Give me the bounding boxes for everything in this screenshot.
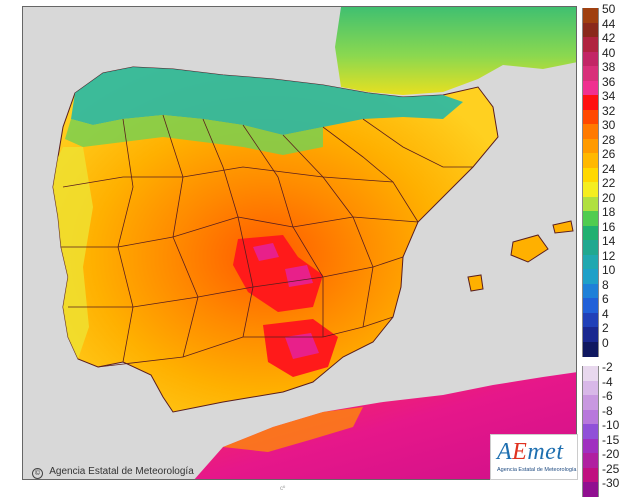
ibiza — [467, 274, 484, 292]
legend-swatch — [582, 240, 599, 255]
france-region — [335, 7, 576, 95]
north-africa-region — [194, 372, 576, 479]
legend-swatch — [582, 22, 599, 38]
agency-credit: © Agencia Estatal de Meteorología — [32, 466, 194, 479]
footer-mark: cº — [280, 486, 286, 492]
legend-label: 44 — [602, 16, 616, 31]
west-coast-band — [53, 147, 93, 359]
legend-label: 36 — [602, 74, 616, 89]
hot-core-central — [233, 235, 323, 312]
legend-swatch — [582, 153, 599, 168]
legend-swatch — [582, 51, 599, 67]
legend-label: 14 — [602, 234, 616, 248]
legend-swatch — [582, 409, 599, 425]
menorca — [552, 220, 574, 234]
legend-swatch — [582, 109, 599, 125]
north-coast-green-edge — [65, 115, 323, 155]
province-boundaries — [61, 114, 473, 368]
legend-label: 4 — [602, 306, 609, 321]
legend-swatch — [582, 138, 599, 154]
legend-label: -2 — [602, 360, 613, 374]
legend-label: 32 — [602, 103, 616, 118]
legend-label: 18 — [602, 205, 616, 219]
legend-label: 2 — [602, 321, 609, 335]
legend-swatch — [582, 395, 599, 410]
legend-swatch — [582, 380, 599, 396]
legend-label: 8 — [602, 277, 609, 292]
hottest-spot-1 — [253, 243, 279, 261]
legend-swatch — [582, 124, 599, 139]
credit-text: Agencia Estatal de Meteorología — [49, 466, 194, 477]
hottest-spot-3 — [285, 333, 319, 359]
legend-label: 0 — [602, 335, 609, 350]
legend-swatch — [582, 312, 599, 328]
legend-label: 12 — [602, 248, 616, 263]
legend-swatch — [582, 424, 599, 439]
legend-label: 24 — [602, 161, 616, 176]
logo-wordmark: AEmet — [497, 439, 564, 465]
legend-swatch — [582, 182, 599, 197]
legend-label: 50 — [602, 2, 616, 16]
temperature-map — [22, 6, 577, 480]
map-canvas — [52, 7, 576, 479]
legend-label: -30 — [602, 476, 620, 490]
legend-swatch — [582, 37, 599, 52]
logo-subtitle: Agencia Estatal de Meteorología — [497, 467, 577, 473]
legend-label: -20 — [602, 447, 620, 461]
legend-swatch — [582, 167, 599, 183]
legend-swatch — [582, 438, 599, 454]
north-coast-cool-band — [71, 67, 463, 135]
legend-label: 20 — [602, 190, 616, 205]
copyright-icon: © — [32, 468, 43, 479]
legend-label: -25 — [602, 461, 620, 476]
legend-swatch — [582, 298, 599, 313]
legend-swatch — [582, 8, 599, 23]
legend-swatch — [582, 80, 599, 96]
legend-label: 10 — [602, 263, 616, 277]
legend-swatch — [582, 366, 599, 381]
legend-label: 28 — [602, 132, 616, 147]
legend-swatch — [582, 254, 599, 270]
legend-swatch — [582, 269, 599, 284]
legend-swatch — [582, 283, 599, 299]
legend-label: 26 — [602, 147, 616, 161]
mallorca — [510, 234, 549, 263]
legend-label: 40 — [602, 45, 616, 60]
legend-swatch — [582, 453, 599, 468]
temperature-legend: 50 44 42 40 38 36 34 32 30 28 26 24 22 20 18 16 14 12 10 8 6… — [582, 3, 626, 497]
legend-swatch — [582, 211, 599, 226]
legend-label: 42 — [602, 31, 616, 45]
legend-label: -15 — [602, 432, 620, 447]
legend-swatch — [582, 196, 599, 212]
legend-swatch — [582, 66, 599, 81]
aemet-logo: AEmet Agencia Estatal de Meteorología — [490, 434, 578, 480]
legend-label: 22 — [602, 176, 616, 190]
legend-label: -6 — [602, 389, 613, 403]
legend-label: -4 — [602, 374, 613, 389]
legend-swatch — [582, 327, 599, 342]
legend-swatch — [582, 482, 599, 497]
legend-swatch — [582, 341, 599, 357]
legend-label: -10 — [602, 418, 620, 432]
legend-swatch — [582, 225, 599, 241]
legend-swatch — [582, 467, 599, 483]
legend-label: 34 — [602, 89, 616, 103]
legend-label: 30 — [602, 118, 616, 132]
legend-label: 16 — [602, 219, 616, 234]
legend-label: -8 — [602, 403, 613, 418]
legend-label: 6 — [602, 292, 609, 306]
legend-label: 38 — [602, 60, 616, 74]
legend-swatch — [582, 95, 599, 110]
africa-coast-warm — [223, 407, 363, 452]
